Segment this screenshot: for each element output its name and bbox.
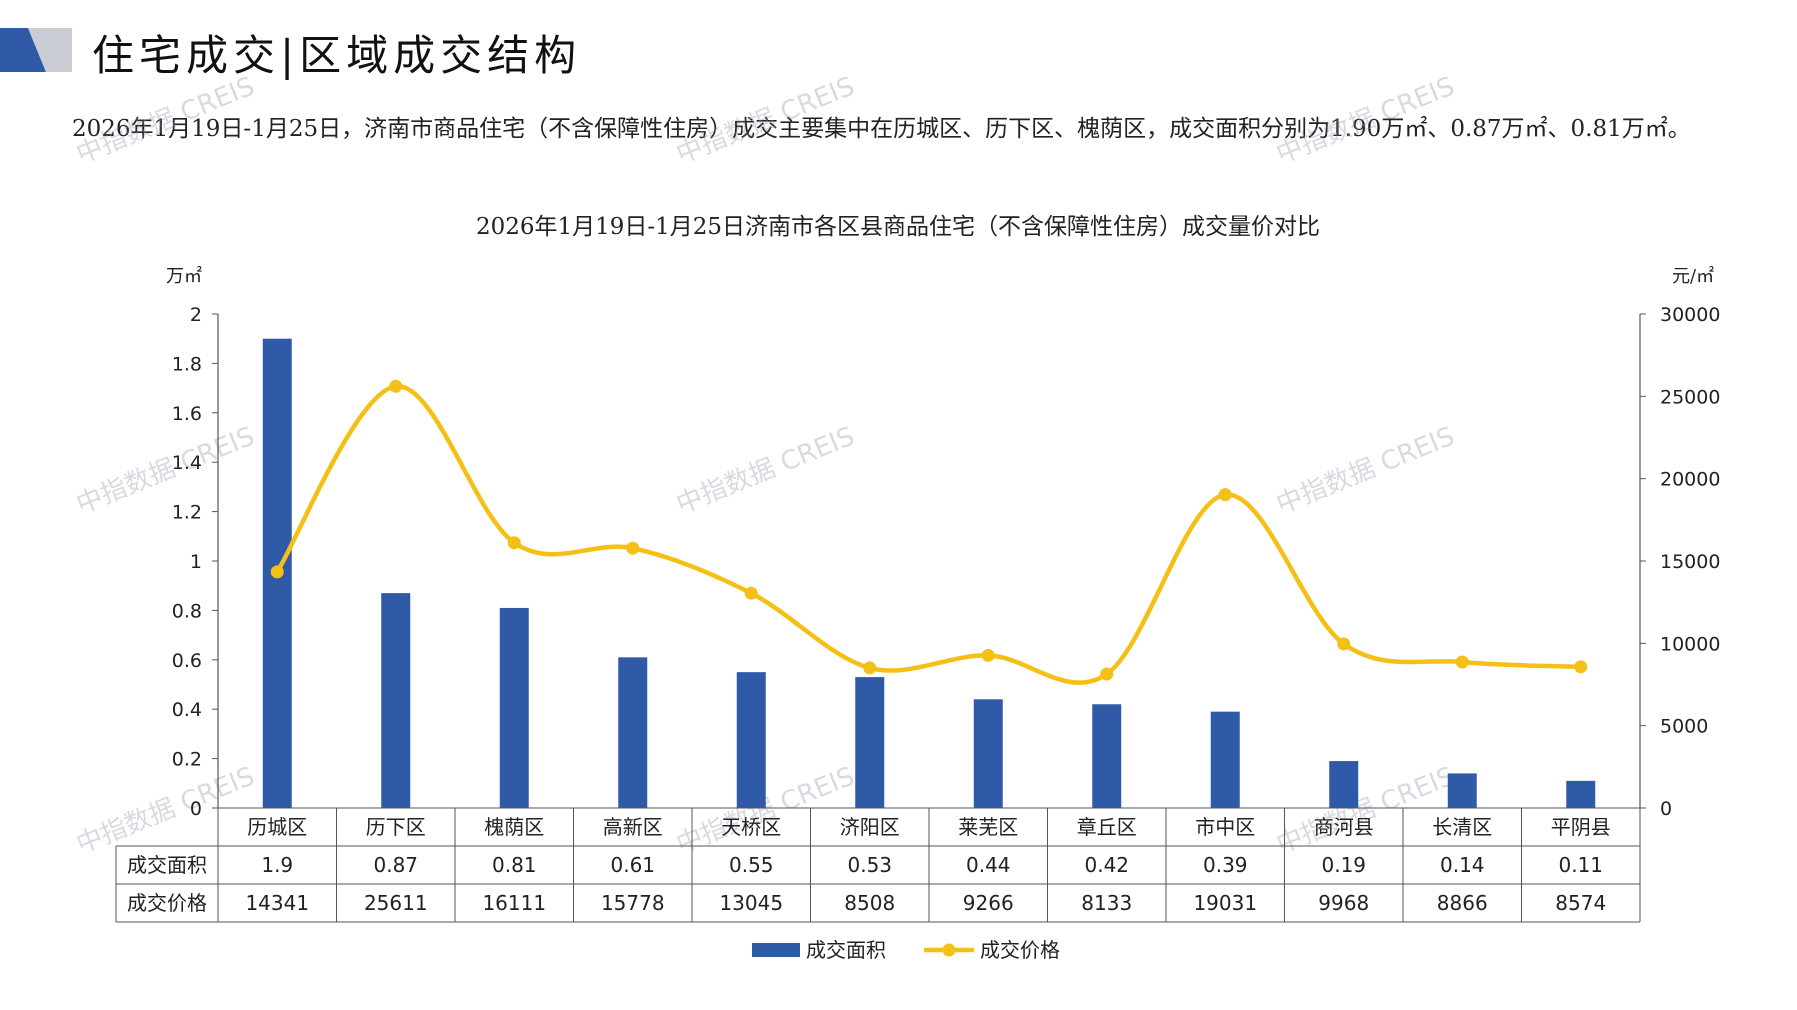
brand-logo-icon — [0, 28, 72, 72]
x-category-label: 高新区 — [603, 815, 663, 839]
table-cell: 0.19 — [1321, 853, 1366, 877]
table-cell: 0.11 — [1558, 853, 1603, 877]
x-category-label: 天桥区 — [721, 815, 781, 839]
x-category-label: 平阴县 — [1551, 815, 1611, 839]
table-cell: 25611 — [364, 891, 428, 915]
table-row-label: 成交价格 — [127, 891, 207, 915]
table-cell: 16111 — [482, 891, 546, 915]
table-cell: 0.81 — [492, 853, 537, 877]
table-cell: 8866 — [1437, 891, 1488, 915]
price-point — [981, 648, 995, 662]
price-point — [1337, 637, 1351, 651]
legend-label-area: 成交面积 — [806, 938, 886, 962]
price-point — [389, 379, 403, 393]
y-tick-right-label: 30000 — [1660, 304, 1720, 326]
y-tick-right-label: 0 — [1660, 798, 1672, 820]
y-tick-left-label: 0.8 — [172, 600, 202, 622]
table-cell: 0.42 — [1084, 853, 1129, 877]
table-cell: 14341 — [245, 891, 309, 915]
y-tick-right-label: 15000 — [1660, 551, 1720, 573]
price-point — [863, 661, 877, 675]
y-tick-left-label: 0.4 — [172, 699, 202, 721]
table-cell: 13045 — [719, 891, 783, 915]
bar-area — [1566, 780, 1596, 808]
bar-area — [1210, 711, 1240, 808]
price-point — [744, 586, 758, 600]
table-cell: 0.44 — [966, 853, 1011, 877]
y-axis-right-label: 元/㎡ — [1672, 265, 1714, 287]
legend-swatch-price-point — [942, 943, 956, 957]
chart-title: 2026年1月19日-1月25日济南市各区县商品住宅（不含保障性住房）成交量价对… — [476, 214, 1320, 240]
table-cell: 8508 — [844, 891, 895, 915]
y-tick-left-label: 1.2 — [172, 502, 202, 524]
table-cell: 0.87 — [373, 853, 418, 877]
table-row-label: 成交面积 — [127, 853, 207, 877]
y-tick-left-label: 2 — [190, 304, 202, 326]
bar-area — [381, 593, 411, 808]
table-cell: 8133 — [1081, 891, 1132, 915]
y-axis-left-label: 万㎡ — [166, 265, 202, 287]
bar-area — [736, 672, 766, 808]
x-category-label: 槐荫区 — [484, 815, 544, 839]
table-cell: 9968 — [1318, 891, 1369, 915]
x-category-label: 历城区 — [247, 815, 307, 839]
y-tick-left-label: 1 — [190, 551, 202, 573]
y-tick-right-label: 5000 — [1660, 716, 1708, 738]
price-point — [1455, 655, 1469, 669]
y-tick-left-label: 1.4 — [172, 452, 202, 474]
y-tick-left-label: 1.6 — [172, 403, 202, 425]
table-cell: 9266 — [963, 891, 1014, 915]
price-point — [1574, 660, 1588, 674]
bar-area — [499, 607, 529, 808]
legend-swatch-area — [752, 943, 800, 957]
bar-area — [1329, 761, 1359, 808]
y-tick-right-label: 25000 — [1660, 386, 1720, 408]
bar-area — [1092, 704, 1122, 808]
y-tick-right-label: 20000 — [1660, 469, 1720, 491]
x-category-label: 莱芜区 — [958, 815, 1018, 839]
price-point — [626, 541, 640, 555]
table-cell: 0.53 — [847, 853, 892, 877]
summary-text: 2026年1月19日-1月25日，济南市商品住宅（不含保障性住房）成交主要集中在… — [72, 116, 1691, 142]
x-category-label: 历下区 — [366, 815, 426, 839]
y-tick-right-label: 10000 — [1660, 633, 1720, 655]
legend-label-price: 成交价格 — [980, 938, 1060, 962]
x-category-label: 章丘区 — [1077, 815, 1137, 839]
bar-area — [1447, 773, 1477, 808]
x-category-label: 市中区 — [1195, 815, 1255, 839]
table-cell: 8574 — [1555, 891, 1606, 915]
x-category-label: 长清区 — [1432, 815, 1492, 839]
price-point — [1100, 667, 1114, 681]
x-category-label: 济阳区 — [840, 815, 900, 839]
table-cell: 1.9 — [261, 853, 293, 877]
table-cell: 0.55 — [729, 853, 774, 877]
price-point — [270, 565, 284, 579]
price-point — [507, 536, 521, 550]
table-cell: 19031 — [1193, 891, 1257, 915]
y-tick-left-label: 0.6 — [172, 650, 202, 672]
bar-area — [618, 657, 648, 808]
table-cell: 0.39 — [1203, 853, 1248, 877]
table-cell: 0.61 — [610, 853, 655, 877]
bar-area — [855, 677, 885, 808]
y-tick-left-label: 1.8 — [172, 353, 202, 375]
page-title: 住宅成交|区域成交结构 — [92, 31, 582, 80]
y-tick-left-label: 0.2 — [172, 749, 202, 771]
y-tick-left-label: 0 — [190, 798, 202, 820]
table-cell: 15778 — [601, 891, 665, 915]
bar-area — [973, 699, 1003, 808]
price-line — [275, 384, 1581, 685]
x-category-label: 商河县 — [1314, 815, 1374, 839]
table-cell: 0.14 — [1440, 853, 1485, 877]
price-point — [1218, 488, 1232, 502]
